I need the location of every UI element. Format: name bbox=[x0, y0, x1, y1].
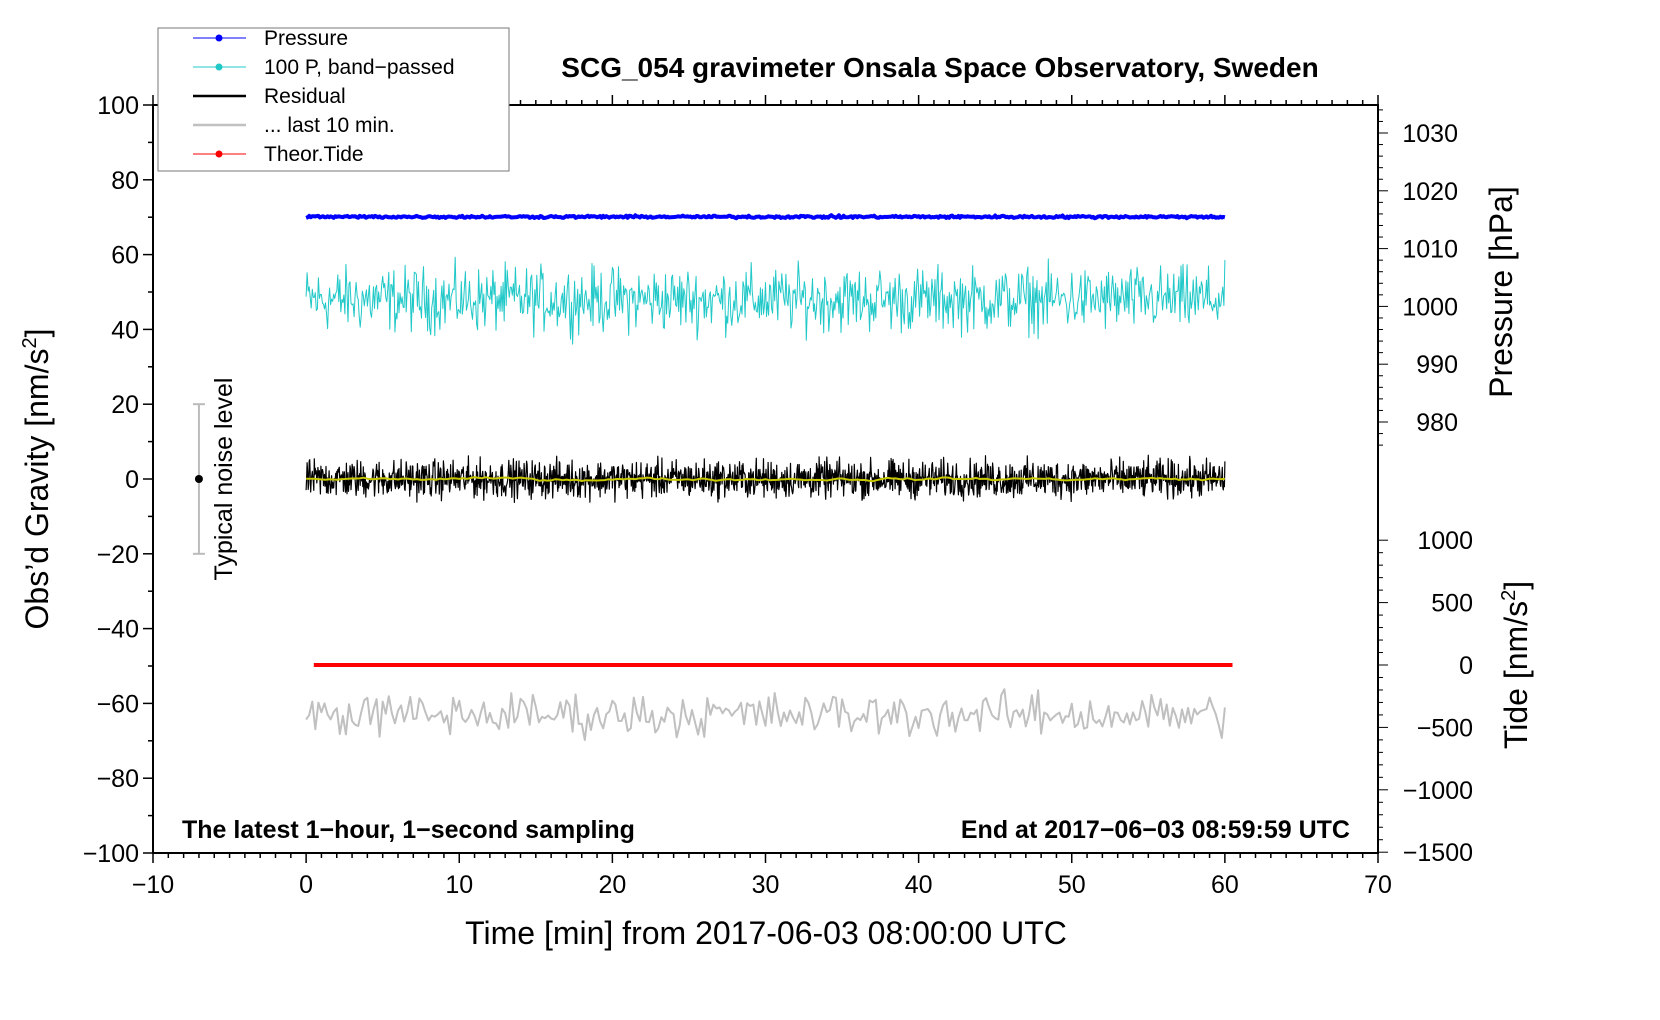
pressure-axis-label: Pressure [hPa] bbox=[1483, 186, 1519, 398]
y-tick-label: 20 bbox=[111, 391, 139, 419]
pressure-tick-label: 980 bbox=[1416, 409, 1458, 437]
legend-label: Pressure bbox=[264, 27, 348, 50]
y-tick-label: −80 bbox=[97, 765, 139, 793]
legend-swatch-dot bbox=[215, 150, 223, 158]
pressure-tick-label: 1000 bbox=[1402, 293, 1458, 321]
tide-axis-label: Tide [nm/s2] bbox=[1498, 581, 1534, 749]
tide-tick-label: 500 bbox=[1431, 590, 1473, 618]
noise-level-indicator bbox=[192, 403, 205, 555]
pressure-tick-label: 990 bbox=[1416, 351, 1458, 379]
y-tick-label: −100 bbox=[83, 840, 139, 868]
tide-tick-label: −1500 bbox=[1403, 839, 1473, 867]
y-tick-label: 60 bbox=[111, 242, 139, 270]
y-axis-label: Obs’d Gravity [nm/s2] bbox=[19, 329, 55, 630]
x-tick-label: 0 bbox=[299, 871, 313, 899]
y-tick-label: 100 bbox=[97, 92, 139, 120]
y-tick-label: −40 bbox=[97, 616, 139, 644]
x-tick-label: 50 bbox=[1058, 871, 1086, 899]
annotation-left: The latest 1−hour, 1−second sampling bbox=[182, 816, 635, 844]
legend-swatch-dot bbox=[215, 63, 223, 71]
series-residual-smoothed bbox=[306, 476, 1225, 483]
x-axis-label: Time [min] from 2017-06-03 08:00:00 UTC bbox=[465, 915, 1067, 951]
x-tick-label: 40 bbox=[905, 871, 933, 899]
x-tick-label: −10 bbox=[132, 871, 174, 899]
noise-bar-dot bbox=[194, 475, 203, 483]
x-tick-label: 20 bbox=[598, 871, 626, 899]
chart-title: SCG_054 gravimeter Onsala Space Observat… bbox=[561, 52, 1318, 83]
y-tick-label: 40 bbox=[111, 316, 139, 344]
legend-swatch-dot bbox=[215, 34, 223, 42]
legend-label: Residual bbox=[264, 85, 346, 108]
x-tick-label: 60 bbox=[1211, 871, 1239, 899]
tide-tick-label: 0 bbox=[1459, 652, 1473, 680]
tide-tick-label: 1000 bbox=[1417, 527, 1473, 555]
annotation-right: End at 2017−06−03 08:59:59 UTC bbox=[961, 816, 1350, 844]
noise-level-label: Typical noise level bbox=[210, 378, 238, 581]
legend-label: ... last 10 min. bbox=[264, 114, 395, 137]
pressure-tick-label: 1030 bbox=[1402, 120, 1458, 148]
plot-marks bbox=[305, 213, 1233, 741]
axes: −10 0 10 20 30 40 50 60 70100806040200−20−40−60−… bbox=[83, 92, 1473, 899]
y-tick-label: −20 bbox=[97, 541, 139, 569]
series-last-10-min bbox=[305, 688, 1226, 741]
series-pressure bbox=[305, 213, 1226, 221]
y-tick-label: 0 bbox=[125, 466, 139, 494]
legend: Pressure 100 P, band−passed Residual ... la… bbox=[157, 27, 510, 172]
legend-box bbox=[157, 27, 510, 172]
x-tick-label: 10 bbox=[445, 871, 473, 899]
tide-tick-label: −1000 bbox=[1403, 777, 1473, 805]
pressure-tick-label: 1010 bbox=[1402, 236, 1458, 264]
legend-label: 100 P, band−passed bbox=[264, 56, 455, 79]
series-bandpassed-pressure bbox=[305, 256, 1226, 345]
x-tick-label: 70 bbox=[1364, 871, 1392, 899]
y-tick-label: −60 bbox=[97, 690, 139, 718]
series-residual bbox=[305, 454, 1226, 503]
pressure-tick-label: 1020 bbox=[1402, 178, 1458, 206]
tide-tick-label: −500 bbox=[1417, 714, 1473, 742]
y-tick-label: 80 bbox=[111, 167, 139, 195]
x-tick-label: 30 bbox=[752, 871, 780, 899]
legend-label: Theor.Tide bbox=[264, 143, 364, 166]
